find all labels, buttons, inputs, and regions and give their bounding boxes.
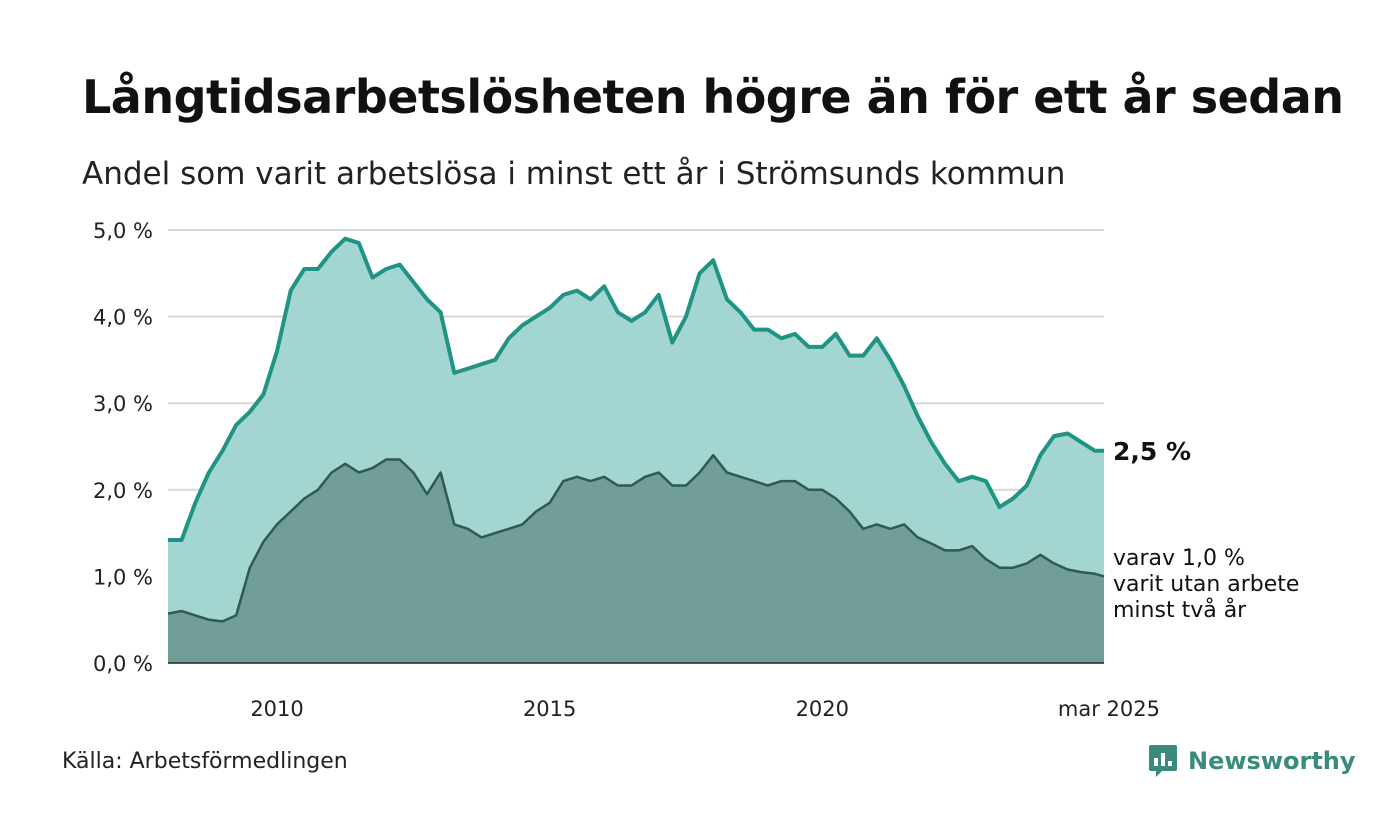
note-line: varav 1,0 %: [1113, 546, 1245, 571]
chart-title: Långtidsarbetslösheten högre än för ett …: [82, 70, 1344, 124]
y-tick-label: 3,0 %: [93, 392, 153, 416]
x-tick-label: mar 2025: [1058, 697, 1160, 721]
chart-subtitle: Andel som varit arbetslösa i minst ett å…: [82, 156, 1066, 192]
one-year-line: [168, 236, 1104, 542]
two-year-area: [168, 455, 1104, 663]
y-tick-label: 2,0 %: [93, 479, 153, 503]
x-tick-label: 2015: [523, 697, 576, 721]
brand-name: Newsworthy: [1188, 747, 1356, 775]
end-value-label: 2,5 %: [1113, 437, 1191, 466]
note-line: minst två år: [1113, 597, 1247, 623]
y-tick-label: 0,0 %: [93, 652, 153, 676]
two-year-line: [167, 453, 1105, 623]
y-tick-label: 5,0 %: [93, 219, 153, 243]
brand-logo: Newsworthy: [1148, 744, 1356, 778]
note-line: varit utan arbete: [1113, 572, 1299, 597]
newsworthy-icon: [1149, 745, 1177, 777]
area-series: [167, 236, 1105, 664]
source-text: Källa: Arbetsförmedlingen: [62, 749, 348, 774]
y-tick-label: 1,0 %: [93, 565, 153, 589]
x-tick-label: 2010: [250, 697, 303, 721]
axis-labels: 0,0 % 1,0 % 2,0 % 3,0 % 4,0 % 5,0 % 2010 2015 20…: [93, 219, 1160, 721]
y-tick-label: 4,0 %: [93, 306, 153, 330]
x-tick-label: 2020: [796, 697, 849, 721]
